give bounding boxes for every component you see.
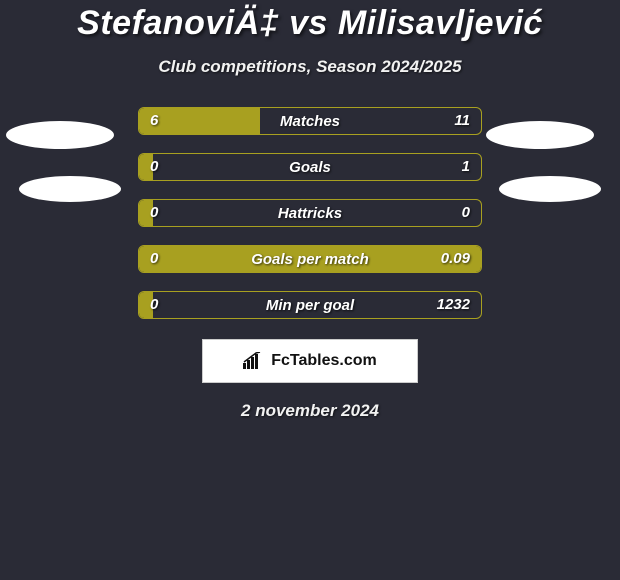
stat-bar-track: Goals per match xyxy=(138,245,482,273)
decorative-ellipse xyxy=(486,121,594,149)
stat-value-right: 0 xyxy=(462,199,470,227)
footer-date: 2 november 2024 xyxy=(0,401,620,421)
stat-row: Hattricks0 0 xyxy=(0,199,620,227)
brand-text: FcTables.com xyxy=(271,352,377,370)
decorative-ellipse xyxy=(19,176,121,202)
page-subtitle: Club competitions, Season 2024/2025 xyxy=(0,57,620,77)
stat-value-right: 1 xyxy=(462,153,470,181)
stat-bar-track: Min per goal xyxy=(138,291,482,319)
stat-value-left: 0 xyxy=(150,153,158,181)
stat-row: Goals per match0 0.09 xyxy=(0,245,620,273)
stat-label: Min per goal xyxy=(139,292,481,319)
stat-value-left: 6 xyxy=(150,107,158,135)
stat-value-right: 1232 xyxy=(437,291,470,319)
stat-bar-track: Matches xyxy=(138,107,482,135)
stat-value-left: 0 xyxy=(150,245,158,273)
stat-value-left: 0 xyxy=(150,199,158,227)
page-title: StefanoviÄ‡ vs Milisavljević xyxy=(0,4,620,43)
stat-label: Goals xyxy=(139,154,481,181)
stat-bar-track: Goals xyxy=(138,153,482,181)
stat-value-left: 0 xyxy=(150,291,158,319)
decorative-ellipse xyxy=(499,176,601,202)
stat-bar-fill xyxy=(139,246,481,272)
stat-bar-track: Hattricks xyxy=(138,199,482,227)
chart-icon xyxy=(243,352,265,370)
stat-value-right: 11 xyxy=(454,107,470,135)
brand-badge[interactable]: FcTables.com xyxy=(202,339,418,383)
stat-value-right: 0.09 xyxy=(441,245,470,273)
stat-label: Hattricks xyxy=(139,200,481,227)
stat-row: Min per goal0 1232 xyxy=(0,291,620,319)
decorative-ellipse xyxy=(6,121,114,149)
